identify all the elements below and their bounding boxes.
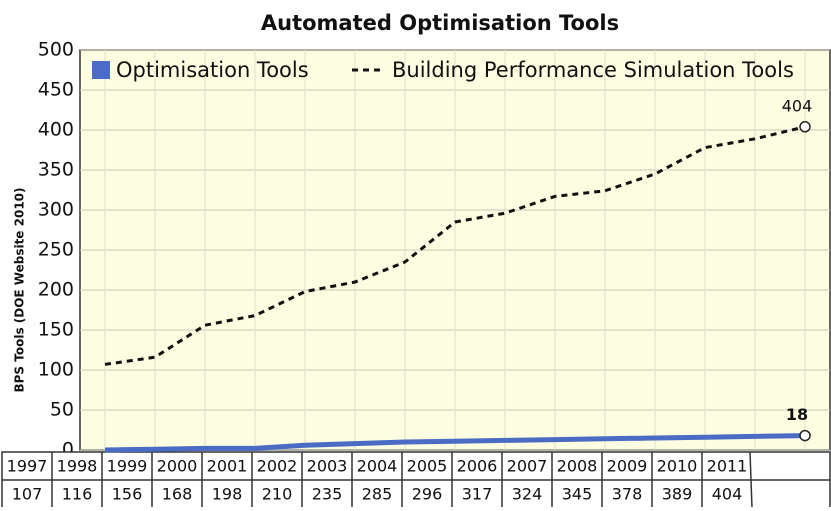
- table-value: 317: [462, 485, 493, 504]
- x-tick-label: 2008: [557, 457, 598, 476]
- table-value: 404: [712, 485, 743, 504]
- x-tick-label: 2010: [657, 457, 698, 476]
- y-tick-label: 100: [38, 359, 74, 381]
- y-tick-label: 300: [38, 199, 74, 221]
- y-tick-label: 50: [50, 399, 74, 421]
- x-tick-label: 2005: [407, 457, 448, 476]
- y-tick-label: 450: [38, 79, 74, 101]
- data-label: 18: [786, 405, 808, 424]
- x-tick-label: 2004: [357, 457, 398, 476]
- end-marker: [799, 429, 811, 442]
- table-value: 378: [612, 485, 643, 504]
- x-tick-label: 1998: [57, 457, 98, 476]
- table-value: 285: [362, 485, 393, 504]
- table-value: 156: [112, 485, 143, 504]
- legend-label: Building Performance Simulation Tools: [392, 58, 794, 82]
- table-value: 389: [662, 485, 693, 504]
- x-tick-label: 2000: [157, 457, 198, 476]
- table-col-line: [749, 451, 753, 509]
- legend-swatch: [92, 61, 110, 79]
- x-tick-label: 2001: [207, 457, 248, 476]
- table-value: 107: [12, 485, 43, 504]
- table-value: 296: [412, 485, 443, 504]
- x-tick-label: 1997: [7, 457, 48, 476]
- legend-label: Optimisation Tools: [116, 58, 309, 82]
- table-value: 235: [312, 485, 343, 504]
- y-tick-label: 250: [38, 239, 74, 261]
- series-line: [104, 433, 806, 453]
- y-tick-label: 500: [38, 39, 74, 61]
- y-tick-label: 400: [38, 119, 74, 141]
- x-tick-label: 2007: [507, 457, 548, 476]
- table-value: 116: [62, 485, 93, 504]
- table-value: 345: [562, 485, 593, 504]
- x-tick-label: 1999: [107, 457, 148, 476]
- table-value: 168: [162, 485, 193, 504]
- end-marker: [799, 121, 811, 133]
- y-tick-label: 150: [38, 319, 74, 341]
- table-value: 324: [512, 485, 543, 504]
- table-value: 210: [262, 485, 293, 504]
- x-tick-label: 2002: [257, 457, 298, 476]
- x-tick-label: 2006: [457, 457, 498, 476]
- y-axis-title: BPS Tools (DOE Website 2010): [13, 187, 27, 392]
- x-tick-label: 2011: [707, 457, 748, 476]
- x-tick-label: 2009: [607, 457, 648, 476]
- series-line: [104, 125, 806, 366]
- data-label: 404: [782, 96, 813, 115]
- chart-title: Automated Optimisation Tools: [261, 11, 619, 35]
- y-tick-label: 200: [38, 279, 74, 301]
- table-value: 198: [212, 485, 243, 504]
- x-tick-label: 2003: [307, 457, 348, 476]
- y-tick-label: 350: [38, 159, 74, 181]
